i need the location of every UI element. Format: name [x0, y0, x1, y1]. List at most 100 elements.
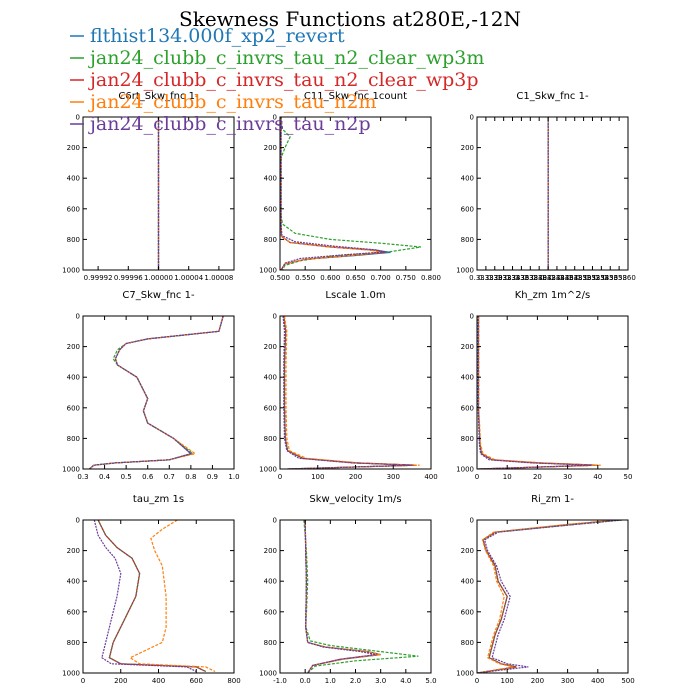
y-tick-label: 800: [264, 236, 277, 244]
x-tick-label: 0.99996: [114, 274, 143, 282]
legend-entry-3: jan24_clubb_c_invrs_tau_n2_clear_wp3p: [88, 69, 479, 91]
y-tick-label: 600: [461, 608, 474, 616]
series-line-2: [477, 520, 623, 673]
y-tick-label: 1000: [259, 670, 277, 678]
panel-title: Skw_velocity 1m/s: [309, 494, 401, 505]
y-tick-label: 600: [264, 608, 277, 616]
x-tick-label: 10: [503, 473, 512, 481]
legend: flthist134.000f_xp2_revertjan24_clubb_c_…: [70, 25, 484, 135]
y-tick-label: 1000: [456, 466, 474, 474]
y-tick-label: 400: [67, 374, 80, 382]
x-tick-label: -1.0: [273, 677, 287, 685]
panel-title: C11_Skw_fnc 1count: [304, 91, 407, 102]
y-tick-label: 600: [461, 404, 474, 412]
series-group: [477, 316, 601, 469]
x-tick-label: 0.9: [207, 473, 218, 481]
series-line-2: [303, 520, 419, 673]
x-tick-label: 0.750: [396, 274, 416, 282]
x-tick-label: 0.333346: [540, 274, 574, 282]
x-tick-label: 0.99992: [84, 274, 113, 282]
legend-entry-5: jan24_clubb_c_invrs_tau_n2p: [88, 113, 371, 135]
x-tick-label: 30: [563, 473, 572, 481]
y-tick-label: 600: [67, 404, 80, 412]
x-tick-label: 0.333360: [602, 274, 635, 282]
y-tick-label: 600: [67, 205, 80, 213]
series-line-4: [280, 117, 381, 270]
x-tick-label: 0: [475, 677, 479, 685]
series-line-5: [304, 520, 376, 673]
series-line-2: [89, 316, 224, 469]
x-tick-label: 200: [114, 677, 127, 685]
x-tick-label: 0.333358: [594, 274, 627, 282]
panel-title: Lscale 1.0m: [325, 290, 385, 301]
chart-panel-1: C6rt_Skw_fnc 1- 0 200 400 600 800 1000 0.99992 0…: [62, 91, 235, 282]
series-group: [477, 520, 623, 673]
x-tick-label: 0: [278, 473, 282, 481]
y-tick-label: 800: [461, 236, 474, 244]
x-tick-label: 0.333342: [522, 274, 555, 282]
x-tick-label: 0.650: [345, 274, 365, 282]
y-tick-label: 1000: [456, 670, 474, 678]
y-tick-label: 200: [461, 343, 474, 351]
panel-title: Ri_zm 1-: [531, 494, 574, 505]
legend-entry-4: jan24_clubb_c_invrs_tau_n2m: [88, 91, 376, 113]
series-group: [303, 520, 419, 673]
x-tick-label: 100: [501, 677, 514, 685]
x-tick-label: 1.0: [325, 677, 336, 685]
series-line-1: [89, 316, 224, 469]
x-tick-label: 0.800: [421, 274, 441, 282]
y-tick-label: 800: [461, 435, 474, 443]
y-tick-label: 400: [461, 374, 474, 382]
plot-frame: [82, 315, 235, 470]
panel-title: C6rt_Skw_fnc 1-: [118, 91, 199, 102]
x-tick-label: 200: [531, 677, 544, 685]
y-tick-label: 1000: [62, 267, 80, 275]
y-tick-label: 600: [264, 404, 277, 412]
y-tick-label: 400: [461, 578, 474, 586]
y-tick-label: 0: [76, 114, 80, 122]
x-tick-label: 0.600: [320, 274, 340, 282]
series-line-3: [283, 316, 416, 469]
x-tick-label: 0.550: [295, 274, 315, 282]
x-tick-label: 0.333332: [478, 274, 511, 282]
x-tick-label: 400: [424, 473, 437, 481]
series-line-3: [304, 520, 379, 673]
series-line-4: [128, 520, 216, 673]
y-tick-label: 200: [264, 547, 277, 555]
series-line-2: [280, 117, 421, 270]
x-tick-label: 4.0: [400, 677, 411, 685]
y-tick-label: 0: [470, 114, 474, 122]
x-tick-label: 0.333334: [487, 274, 521, 282]
plot-frame: [476, 116, 629, 271]
y-tick-label: 0: [273, 114, 277, 122]
legend-entry-1: flthist134.000f_xp2_revert: [90, 25, 345, 47]
y-tick-label: 400: [461, 175, 474, 183]
x-tick-label: 0.6: [142, 473, 154, 481]
y-tick-label: 400: [67, 175, 80, 183]
series-line-4: [478, 316, 601, 469]
series-line-5: [93, 520, 197, 673]
x-tick-label: 3.0: [375, 677, 386, 685]
y-tick-label: 400: [264, 175, 277, 183]
y-tick-label: 400: [264, 578, 277, 586]
panel-title: C7_Skw_fnc 1-: [122, 290, 195, 301]
x-tick-label: 300: [561, 677, 574, 685]
x-tick-label: 1.00000: [144, 274, 173, 282]
x-tick-label: 0.4: [99, 473, 111, 481]
plot-frame: [279, 116, 432, 271]
figure-title: Skewness Functions at280E,-12N: [179, 7, 521, 31]
y-tick-label: 800: [67, 435, 80, 443]
y-tick-label: 600: [264, 205, 277, 213]
legend-entry-2: jan24_clubb_c_invrs_tau_n2_clear_wp3m: [88, 47, 484, 69]
x-tick-label: 0.333330: [469, 274, 502, 282]
y-tick-label: 800: [264, 639, 277, 647]
panel-title: C1_Skw_fnc 1-: [516, 91, 589, 102]
x-tick-label: 800: [227, 677, 240, 685]
y-tick-label: 1000: [456, 267, 474, 275]
plot-frame: [82, 519, 235, 674]
chart-panel-8: Skw_velocity 1m/s 0 200 400 600 800 1000-1.0 0.…: [259, 494, 436, 685]
